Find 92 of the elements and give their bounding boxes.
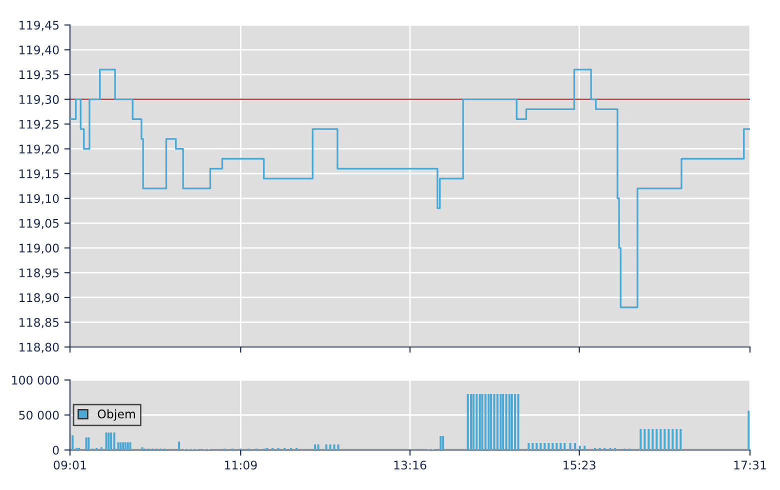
bar (552, 443, 554, 450)
bar (540, 443, 542, 450)
bar (126, 442, 129, 450)
bar (484, 394, 486, 450)
bar (574, 443, 576, 450)
bar (569, 443, 572, 450)
bar (141, 447, 144, 450)
bar (72, 435, 74, 450)
y-tick-label: 119,20 (20, 144, 59, 155)
bar (329, 444, 332, 450)
bar (129, 442, 132, 450)
bar (122, 442, 124, 450)
y-tick-label: 118,85 (20, 318, 59, 328)
bar (544, 443, 546, 450)
bar (108, 432, 110, 450)
bar (514, 394, 516, 450)
y-tick-label: 119,30 (20, 95, 59, 106)
bar (496, 394, 498, 450)
bar (333, 444, 336, 450)
bar (644, 429, 646, 450)
bar (325, 444, 328, 450)
bar (488, 394, 490, 450)
bar (640, 429, 642, 450)
y-tick-label: 119,05 (20, 218, 59, 230)
bar (660, 429, 662, 450)
y-tick-label: 119,00 (20, 244, 59, 254)
y-tick-label: 50 000 (19, 410, 59, 420)
bar (314, 444, 316, 450)
bar (466, 394, 469, 450)
bar (556, 443, 558, 450)
bar (528, 443, 530, 450)
bar (508, 394, 510, 450)
bar (120, 442, 122, 450)
bar (337, 444, 340, 450)
bar (490, 394, 492, 450)
y-tick-label: 119,25 (20, 120, 59, 130)
bar (676, 429, 678, 450)
bar (584, 446, 586, 450)
bar (493, 394, 496, 450)
bar (472, 394, 474, 450)
bar (564, 443, 566, 450)
bar (664, 429, 666, 450)
bar (578, 446, 581, 450)
bar (113, 432, 116, 450)
line-series (70, 68, 750, 308)
bar (476, 394, 478, 450)
x-tick-label: 13:16 (394, 460, 426, 470)
bar (117, 442, 120, 450)
y-tick-label: 119,10 (20, 194, 59, 204)
bar (124, 442, 126, 450)
bar (178, 442, 180, 450)
bar (88, 437, 90, 450)
bar (100, 447, 102, 450)
bar (502, 394, 504, 450)
bar (470, 394, 472, 450)
x-tick-label: 17:31 (734, 460, 766, 470)
x-tick-label: 11:09 (224, 460, 257, 470)
x-tick-label: 15:23 (564, 460, 596, 470)
bar (560, 443, 562, 450)
bar (652, 429, 654, 450)
bar (680, 429, 682, 450)
y-tick-label: 118,90 (20, 293, 59, 304)
bar (532, 443, 534, 450)
bar (110, 432, 112, 450)
bar (505, 394, 508, 450)
y-tick-label: 0 (52, 446, 59, 455)
bar (548, 443, 550, 450)
y-tick-label: 119,40 (20, 45, 59, 56)
bar (668, 429, 670, 450)
bar (648, 429, 650, 450)
bar (510, 394, 513, 450)
bar (105, 432, 108, 450)
y-tick-label: 119,15 (20, 169, 59, 180)
bar (656, 429, 658, 450)
x-tick-label: 09:01 (54, 460, 86, 470)
legend-label: Objem (98, 409, 135, 421)
y-tick-label: 100 000 (12, 376, 59, 385)
y-tick-label: 118,80 (20, 342, 59, 353)
y-tick-label: 119,45 (20, 20, 59, 31)
bar (317, 444, 320, 450)
bar (672, 429, 674, 450)
bar (481, 394, 484, 450)
bar (536, 443, 538, 450)
y-tick-label: 119,35 (20, 70, 59, 80)
bar (85, 437, 88, 450)
bar (500, 394, 502, 450)
y-tick-label: 118,95 (20, 268, 59, 279)
bar (478, 394, 481, 450)
bar (440, 436, 442, 450)
bar (517, 394, 520, 450)
bar (442, 436, 444, 450)
bar (748, 410, 750, 450)
